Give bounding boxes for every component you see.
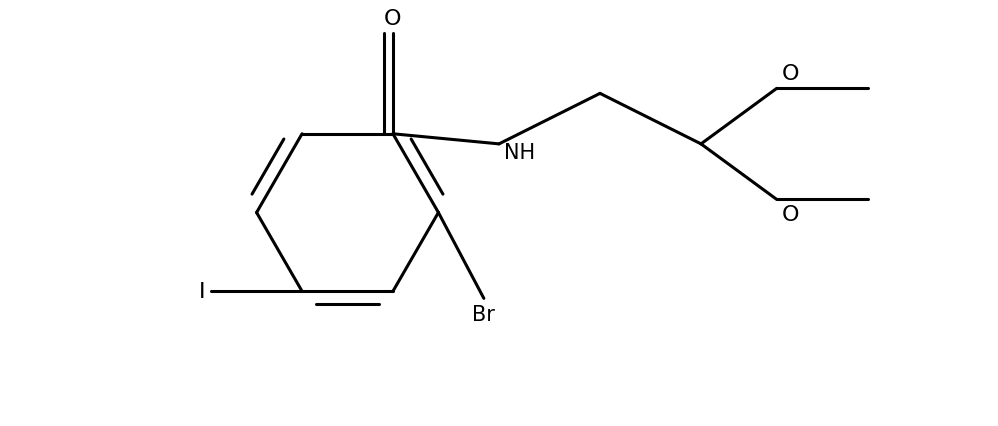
Text: O: O bbox=[781, 205, 799, 225]
Text: O: O bbox=[384, 9, 401, 29]
Text: I: I bbox=[199, 282, 205, 302]
Text: NH: NH bbox=[504, 143, 535, 163]
Text: Br: Br bbox=[472, 305, 495, 325]
Text: O: O bbox=[781, 64, 799, 84]
